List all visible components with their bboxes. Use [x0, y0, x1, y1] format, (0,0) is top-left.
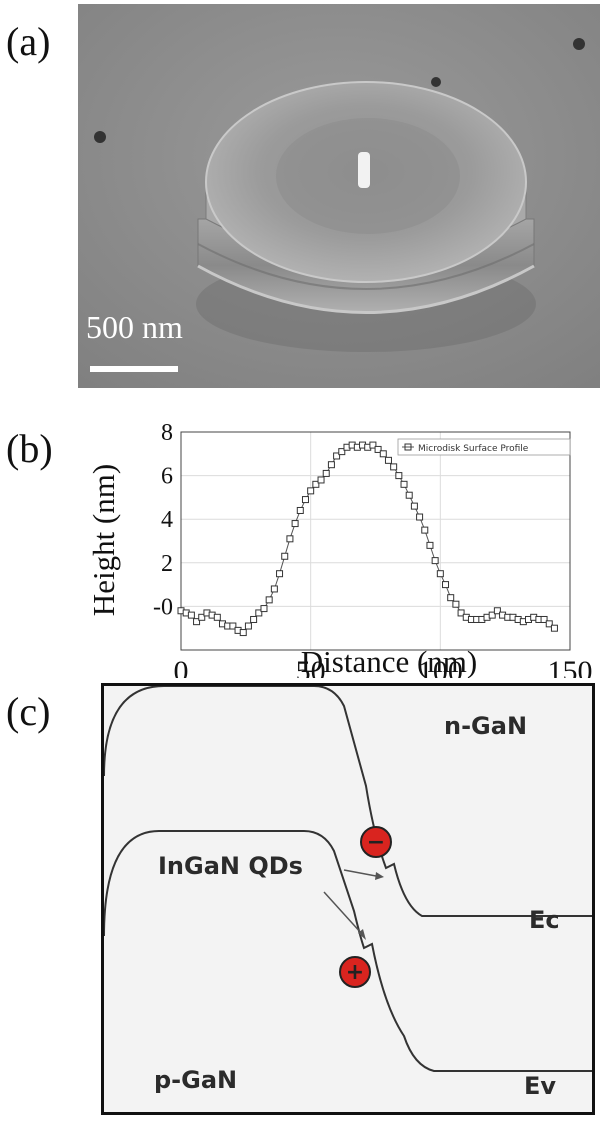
data-point	[395, 472, 403, 480]
conduction-band-curve	[104, 686, 592, 917]
x-tick-label: 50	[296, 655, 326, 678]
scale-bar	[90, 366, 178, 372]
data-point	[229, 622, 237, 630]
ingan-qds-label: InGaN QDs	[158, 852, 303, 880]
data-point	[410, 502, 418, 510]
data-point	[260, 605, 268, 613]
y-tick-label: 4	[161, 507, 173, 533]
data-point	[270, 585, 278, 593]
data-point	[400, 480, 408, 488]
series-line	[180, 444, 555, 634]
qd-arrow-upper	[343, 869, 377, 877]
data-point	[493, 607, 501, 615]
p-gan-label: p-GaN	[154, 1066, 238, 1094]
x-tick-label: 150	[548, 655, 593, 678]
data-point	[193, 618, 201, 626]
panel-label-c: (c)	[6, 689, 51, 734]
data-point	[265, 596, 273, 604]
data-point	[301, 496, 309, 504]
data-point	[198, 613, 206, 621]
y-tick-label: -0	[153, 594, 173, 620]
plot-frame	[180, 431, 571, 651]
legend: Microdisk Surface Profile	[397, 438, 571, 456]
y-tick-labels: -0 2 4 6 8	[153, 420, 173, 620]
data-point	[276, 570, 284, 578]
data-point	[452, 600, 460, 608]
data-point	[379, 450, 387, 458]
data-point	[296, 506, 304, 514]
data-point	[405, 491, 413, 499]
data-point	[457, 609, 465, 617]
data-point	[250, 615, 258, 623]
data-point	[545, 620, 553, 628]
data-point	[239, 629, 247, 637]
electron-symbol: −	[367, 830, 385, 855]
n-gan-label: n-GaN	[444, 712, 528, 740]
data-point	[327, 461, 335, 469]
legend-label: Microdisk Surface Profile	[418, 444, 529, 454]
data-point	[255, 609, 263, 617]
data-point	[307, 487, 315, 495]
x-axis-label: Distance (nm)	[301, 644, 477, 678]
data-point	[540, 615, 548, 623]
data-point	[447, 594, 455, 602]
data-point	[384, 456, 392, 464]
data-point	[286, 535, 294, 543]
series-markers	[177, 441, 558, 637]
ec-label: Ec	[529, 906, 560, 934]
hole-symbol: +	[346, 960, 364, 985]
data-point	[488, 611, 496, 619]
data-point	[322, 469, 330, 477]
qd-arrowhead-upper	[375, 872, 384, 880]
scale-bar-label: 500 nm	[86, 309, 183, 345]
y-tick-label: 8	[161, 420, 173, 446]
valence-band-curve	[104, 830, 592, 1072]
panel-label-a: (a)	[6, 19, 51, 64]
data-point	[426, 541, 434, 549]
height-profile-chart: -0 2 4 6 8 0 50 100 150 Height (nm) Distance (n…	[86, 420, 593, 678]
data-point	[390, 463, 398, 471]
data-point	[421, 526, 429, 534]
microdisk-illustration	[78, 4, 600, 388]
data-point	[333, 452, 341, 460]
data-point	[369, 441, 377, 449]
electron-icon	[360, 826, 392, 858]
data-point	[431, 557, 439, 565]
qd-arrow-lower	[323, 891, 363, 935]
data-point	[291, 520, 299, 528]
hole-icon	[339, 956, 371, 988]
band-curves: − +	[104, 686, 592, 1072]
data-point	[338, 448, 346, 456]
data-point	[436, 570, 444, 578]
data-point	[317, 476, 325, 484]
data-point	[442, 581, 450, 589]
y-axis-label: Height (nm)	[86, 464, 121, 616]
data-point	[312, 480, 320, 488]
legend-marker	[404, 443, 412, 451]
x-tick-label: 100	[418, 655, 463, 678]
data-point	[187, 611, 195, 619]
data-point	[244, 622, 252, 630]
qd-arrowhead-lower	[358, 929, 366, 940]
data-point	[213, 613, 221, 621]
sem-image: 500 nm	[78, 4, 600, 388]
data-point	[550, 624, 558, 632]
band-diagram: − + n-GaN Ec InGaN QDs p-GaN Ev	[101, 683, 595, 1115]
x-tick-labels: 0 50 100 150	[174, 655, 593, 678]
ev-label: Ev	[524, 1072, 557, 1100]
data-point	[416, 513, 424, 521]
data-point	[374, 445, 382, 453]
x-tick-label: 0	[174, 655, 189, 678]
y-tick-label: 6	[161, 464, 173, 490]
panel-label-b: (b)	[6, 426, 53, 471]
data-point	[281, 552, 289, 560]
y-tick-label: 2	[161, 551, 173, 577]
